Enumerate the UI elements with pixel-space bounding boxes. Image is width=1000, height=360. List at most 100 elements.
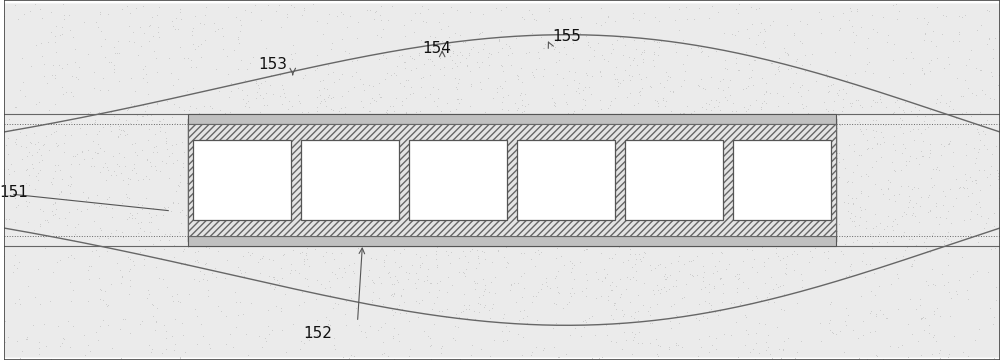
Point [614, 216, 630, 222]
Point [890, 306, 906, 312]
Point [86, 163, 102, 169]
Point [894, 150, 910, 156]
Point [119, 194, 135, 200]
Point [929, 96, 945, 102]
Point [32, 224, 48, 229]
Point [708, 48, 724, 54]
Point [486, 149, 502, 155]
Point [746, 154, 762, 160]
Point [492, 241, 508, 247]
Point [809, 170, 825, 176]
Point [95, 76, 111, 81]
Point [756, 98, 772, 104]
Point [844, 179, 860, 185]
Point [635, 254, 651, 260]
Point [846, 39, 862, 45]
Point [135, 176, 151, 182]
Point [447, 75, 463, 81]
Point [313, 218, 329, 224]
Point [200, 293, 216, 299]
Point [453, 309, 469, 315]
Point [501, 204, 517, 210]
Point [148, 264, 164, 270]
Point [835, 96, 851, 102]
Point [806, 194, 822, 200]
Point [977, 91, 993, 96]
Point [535, 73, 551, 79]
Point [47, 101, 63, 107]
Point [386, 325, 402, 331]
Point [533, 208, 549, 214]
Point [585, 169, 601, 175]
Point [905, 204, 921, 210]
Point [422, 335, 438, 341]
Point [210, 26, 226, 32]
Point [261, 273, 277, 279]
Point [830, 112, 846, 118]
Point [136, 256, 152, 262]
Point [612, 276, 628, 282]
Point [592, 97, 608, 103]
Point [597, 274, 613, 280]
Point [693, 344, 709, 350]
Point [903, 264, 919, 269]
Point [230, 235, 246, 241]
Point [375, 301, 391, 307]
Point [365, 239, 381, 244]
Point [231, 160, 247, 166]
Point [379, 71, 395, 76]
Point [176, 149, 192, 155]
Point [366, 97, 382, 103]
Point [486, 200, 502, 206]
Point [410, 239, 426, 245]
Point [306, 192, 322, 198]
Point [524, 349, 540, 355]
Point [499, 337, 515, 343]
Point [546, 345, 562, 350]
Point [738, 224, 754, 230]
Point [0, 151, 16, 157]
Point [470, 49, 486, 55]
Point [986, 355, 1000, 360]
Point [491, 37, 507, 43]
Point [228, 324, 244, 330]
Point [621, 175, 637, 181]
Point [903, 108, 919, 114]
Point [260, 324, 276, 329]
Point [299, 336, 315, 341]
Point [811, 9, 827, 15]
Point [356, 235, 372, 241]
Point [629, 62, 645, 68]
Point [262, 282, 278, 287]
Point [47, 33, 63, 39]
Point [578, 293, 594, 299]
Point [716, 30, 732, 36]
Point [135, 3, 151, 8]
Point [392, 200, 408, 206]
Point [230, 85, 246, 91]
Point [686, 108, 702, 114]
Point [736, 105, 752, 111]
Point [459, 203, 475, 209]
Point [636, 280, 652, 286]
Point [241, 104, 257, 110]
Point [863, 288, 879, 293]
Point [698, 148, 714, 153]
Point [130, 220, 146, 226]
Point [849, 238, 865, 243]
Point [573, 333, 589, 339]
Point [968, 155, 984, 161]
Point [462, 231, 478, 237]
Point [197, 136, 213, 142]
Point [497, 178, 513, 184]
Point [223, 174, 239, 180]
Point [943, 238, 959, 244]
Point [403, 85, 419, 90]
Point [361, 237, 377, 243]
Point [588, 181, 604, 187]
Point [913, 315, 929, 321]
Point [542, 115, 558, 121]
Point [269, 221, 285, 227]
Point [106, 69, 122, 75]
Point [426, 168, 442, 174]
